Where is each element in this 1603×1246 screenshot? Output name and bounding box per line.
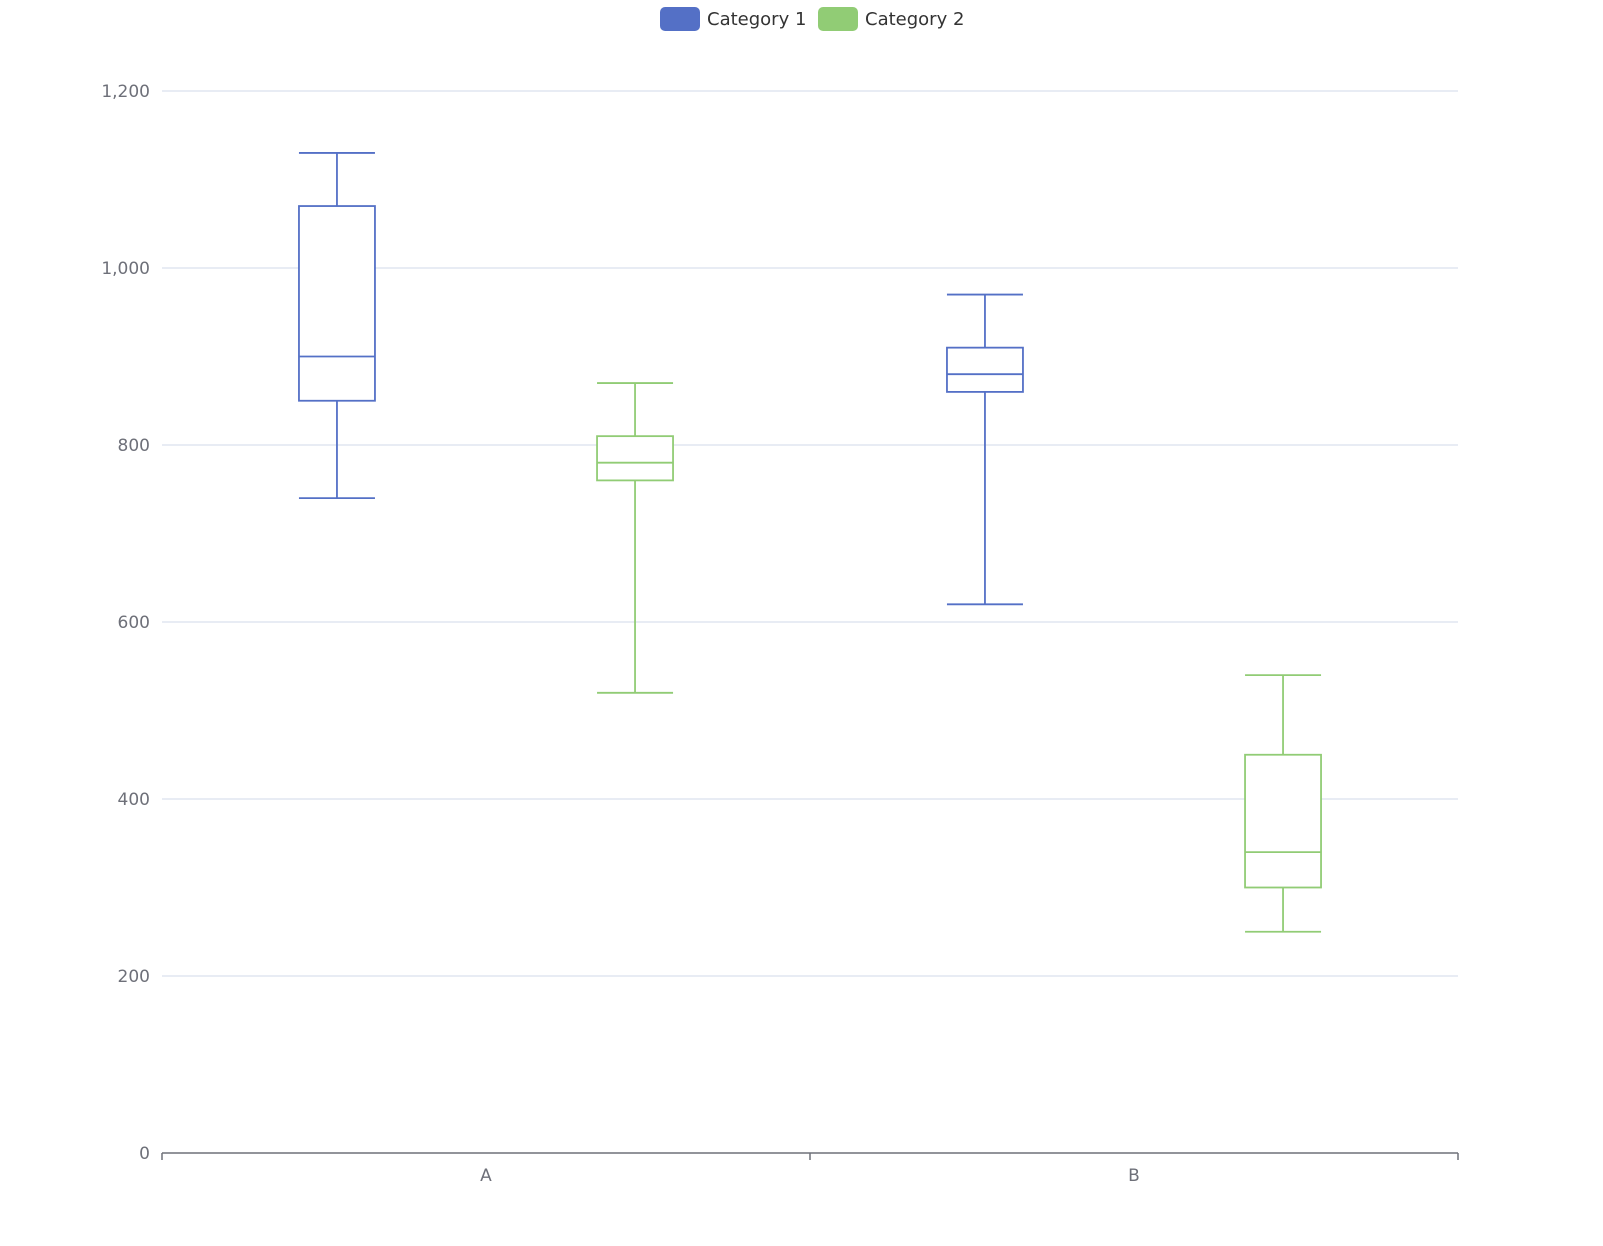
legend-swatch-category-2 xyxy=(818,7,858,31)
legend: Category 1 Category 2 xyxy=(660,7,964,31)
boxes xyxy=(298,152,1322,933)
y-tick-label: 1,000 xyxy=(101,259,150,279)
x-tick-label: A xyxy=(480,1166,492,1186)
legend-label-category-1: Category 1 xyxy=(707,9,806,30)
y-tick-label: 800 xyxy=(118,436,150,456)
y-tick-label: 600 xyxy=(118,613,150,633)
x-tick-label: B xyxy=(1128,1166,1140,1186)
box-body xyxy=(1244,753,1322,889)
legend-swatch-category-1 xyxy=(660,7,700,31)
y-tick-label: 1,200 xyxy=(101,82,150,102)
legend-label-category-2: Category 2 xyxy=(865,9,964,30)
y-tick-label: 200 xyxy=(118,967,150,987)
legend-item-category-1[interactable]: Category 1 xyxy=(660,7,806,31)
legend-item-category-2[interactable]: Category 2 xyxy=(818,7,964,31)
box-body xyxy=(596,435,674,482)
box-body xyxy=(298,205,376,402)
box-b-series-1 xyxy=(946,293,1024,606)
box-body xyxy=(946,346,1024,393)
box-a-series-1 xyxy=(298,152,376,500)
box-a-series-2 xyxy=(596,382,674,694)
box-b-series-2 xyxy=(1244,674,1322,933)
y-tick-label: 400 xyxy=(118,790,150,810)
y-tick-label: 0 xyxy=(139,1144,150,1164)
y-axis-tick-labels: 0 200 400 600 800 1,000 1,200 xyxy=(101,82,150,1164)
grid-lines xyxy=(162,90,1458,977)
